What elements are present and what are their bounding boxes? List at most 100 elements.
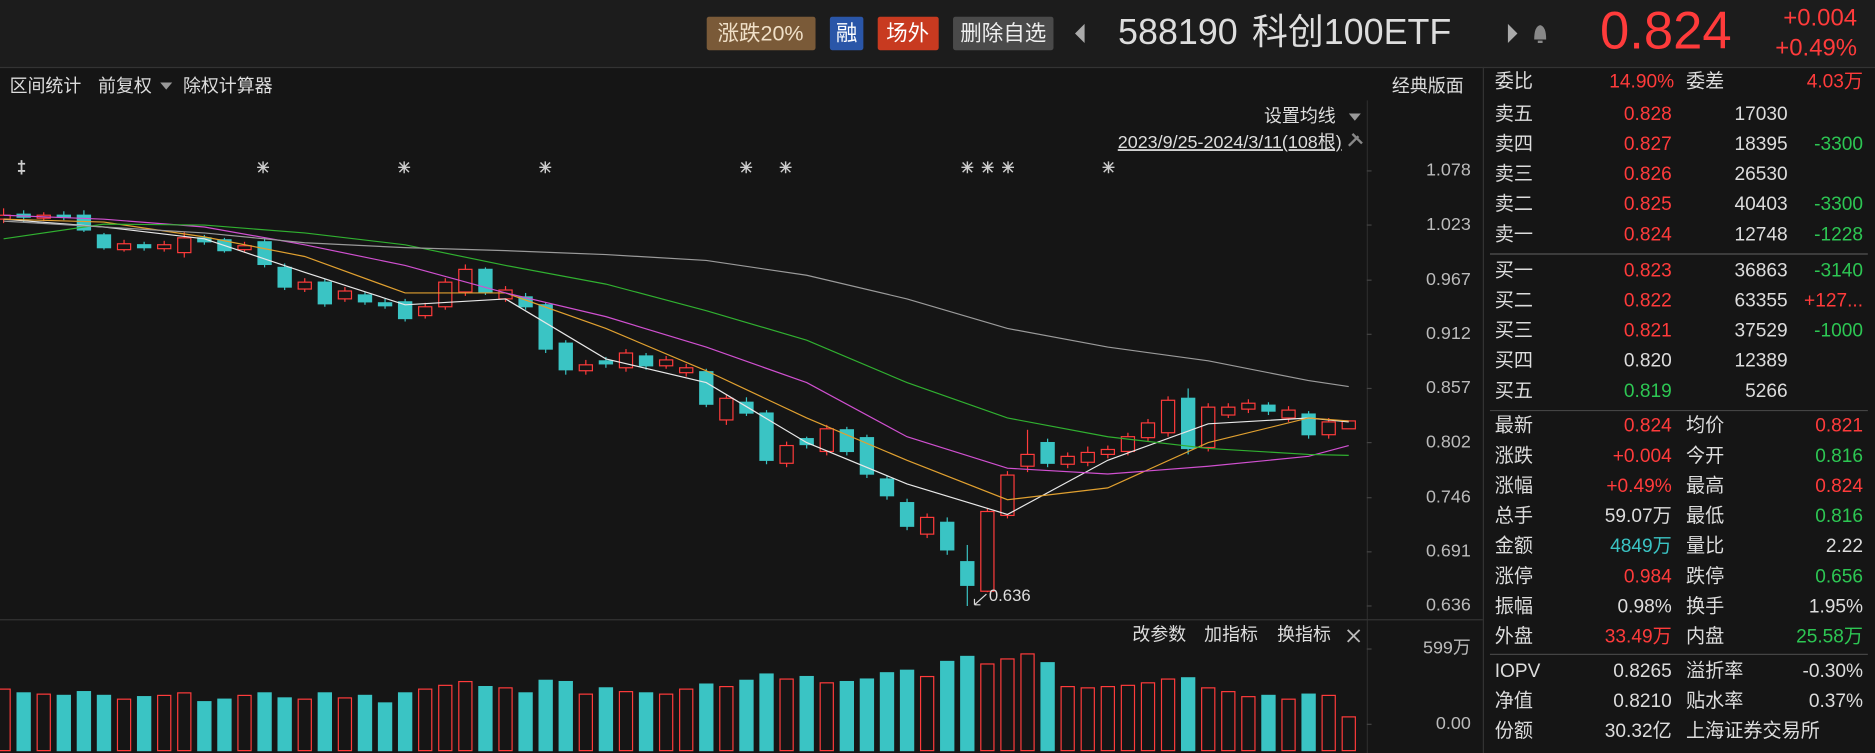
- volume-bar: [1140, 682, 1156, 752]
- toolbar-item[interactable]: 区间统计: [10, 76, 82, 96]
- order-price: 0.823: [1624, 260, 1672, 281]
- candle-body: [1100, 448, 1116, 455]
- stat-label: 最高: [1686, 475, 1724, 497]
- candle-body: [116, 243, 132, 251]
- y-tick-label: 599万: [1423, 638, 1471, 658]
- candle-body: [859, 437, 875, 475]
- security-code: 588190: [1118, 12, 1238, 52]
- volume-bar: [719, 686, 734, 752]
- quote-value: 14.90%: [1609, 72, 1674, 93]
- candle-body: [598, 360, 614, 365]
- volume-bar: [498, 687, 513, 752]
- stat-label: 振幅: [1495, 595, 1533, 617]
- y-tick-label: 0.691: [1426, 541, 1471, 561]
- candle-body: [1180, 397, 1196, 450]
- volume-bar: [819, 682, 834, 752]
- toolbar-item[interactable]: 除权计算器: [183, 76, 273, 96]
- tag[interactable]: [877, 16, 939, 51]
- layout-button[interactable]: 经典版面: [1392, 76, 1464, 96]
- toolbar-item[interactable]: 前复权: [98, 76, 152, 96]
- quote-label: 委比: [1495, 71, 1533, 93]
- stat-label: 跌停: [1686, 565, 1724, 587]
- event-marker: [257, 161, 270, 174]
- stat-label: 涨停: [1495, 565, 1533, 587]
- stat-label: 涨幅: [1495, 475, 1533, 497]
- indicator-button[interactable]: 换指标: [1277, 625, 1331, 645]
- volume-bar: [558, 680, 573, 752]
- stat-value: 0.821: [1815, 416, 1863, 437]
- candle-body: [1221, 406, 1236, 416]
- prev-arrow[interactable]: [1075, 23, 1085, 44]
- order-price: 0.826: [1624, 164, 1672, 185]
- volume-bar: [1321, 694, 1336, 752]
- fund-label: 贴水率: [1686, 690, 1743, 712]
- volume-bar: [458, 680, 473, 752]
- tag[interactable]: [706, 16, 816, 51]
- volume-bar: [177, 692, 192, 752]
- candle-body: [538, 304, 553, 350]
- price-change-pct: +0.49%: [1775, 34, 1857, 61]
- event-marker: [981, 161, 994, 174]
- next-arrow[interactable]: [1507, 23, 1518, 44]
- fund-label: IOPV: [1495, 661, 1541, 682]
- order-level: 卖三: [1495, 163, 1533, 185]
- stat-label: 涨跌: [1495, 445, 1533, 467]
- volume-bar: [578, 693, 594, 752]
- order-price: 0.824: [1624, 224, 1672, 245]
- indicator-button[interactable]: 加指标: [1204, 625, 1258, 645]
- candle-body: [357, 294, 373, 303]
- tag-label[interactable]: 场外: [886, 21, 929, 45]
- volume-bar: [1341, 716, 1356, 752]
- candle-body: [397, 301, 413, 320]
- fund-label: 份额: [1495, 720, 1533, 742]
- stat-value: 0.656: [1815, 566, 1863, 587]
- candle-body: [1000, 474, 1015, 517]
- dropdown-arrow[interactable]: [160, 82, 173, 90]
- volume-bar: [157, 694, 172, 752]
- pin-icon[interactable]: [1348, 133, 1363, 147]
- order-change: -1000: [1814, 321, 1863, 342]
- moving-average: [3, 218, 1349, 501]
- ma-setting[interactable]: 设置均线: [1264, 106, 1336, 126]
- tag-label[interactable]: 删除自选: [960, 21, 1046, 45]
- stat-value: 0.824: [1624, 416, 1672, 437]
- candle-body: [699, 371, 714, 405]
- volume-bar: [478, 686, 493, 752]
- event-marker: [740, 161, 753, 174]
- stat-label: 总手: [1495, 505, 1533, 527]
- indicator-button[interactable]: 改参数: [1132, 625, 1186, 645]
- tag[interactable]: [953, 16, 1054, 51]
- range-label[interactable]: 2023/9/25-2024/3/11(108根): [1118, 132, 1342, 152]
- order-volume: 5266: [1745, 381, 1788, 402]
- candle-body: [0, 214, 11, 220]
- candle-body: [377, 302, 393, 307]
- candle-body: [438, 281, 453, 308]
- stat-label: 内盘: [1686, 626, 1724, 648]
- candle-body: [960, 561, 975, 586]
- tag-label[interactable]: 融: [836, 21, 858, 45]
- candle-body: [879, 478, 895, 497]
- alert-icon[interactable]: [1534, 25, 1547, 44]
- candle-body: [799, 438, 814, 446]
- candle-body: [1241, 402, 1256, 410]
- candle-body: [578, 364, 594, 372]
- volume-bar: [759, 673, 774, 752]
- tag-label[interactable]: 涨跌20%: [717, 21, 803, 45]
- tag[interactable]: [829, 16, 864, 51]
- candle-body: [136, 244, 152, 249]
- volume-bar: [658, 693, 674, 752]
- volume-bar: [940, 660, 955, 752]
- dropdown-arrow[interactable]: [1348, 113, 1361, 121]
- fund-value: 30.32亿: [1605, 720, 1672, 742]
- stat-label: 外盘: [1495, 626, 1533, 648]
- order-volume: 37529: [1735, 321, 1788, 342]
- volume-bar: [76, 691, 92, 752]
- close-icon[interactable]: [1347, 629, 1361, 643]
- volume-bar: [1201, 687, 1216, 752]
- volume-bar: [1160, 678, 1176, 752]
- order-volume: 17030: [1735, 104, 1788, 125]
- order-level: 卖一: [1495, 223, 1533, 245]
- candle-body: [899, 502, 915, 527]
- order-change: -3300: [1814, 194, 1863, 215]
- stat-value: 1.95%: [1809, 596, 1863, 617]
